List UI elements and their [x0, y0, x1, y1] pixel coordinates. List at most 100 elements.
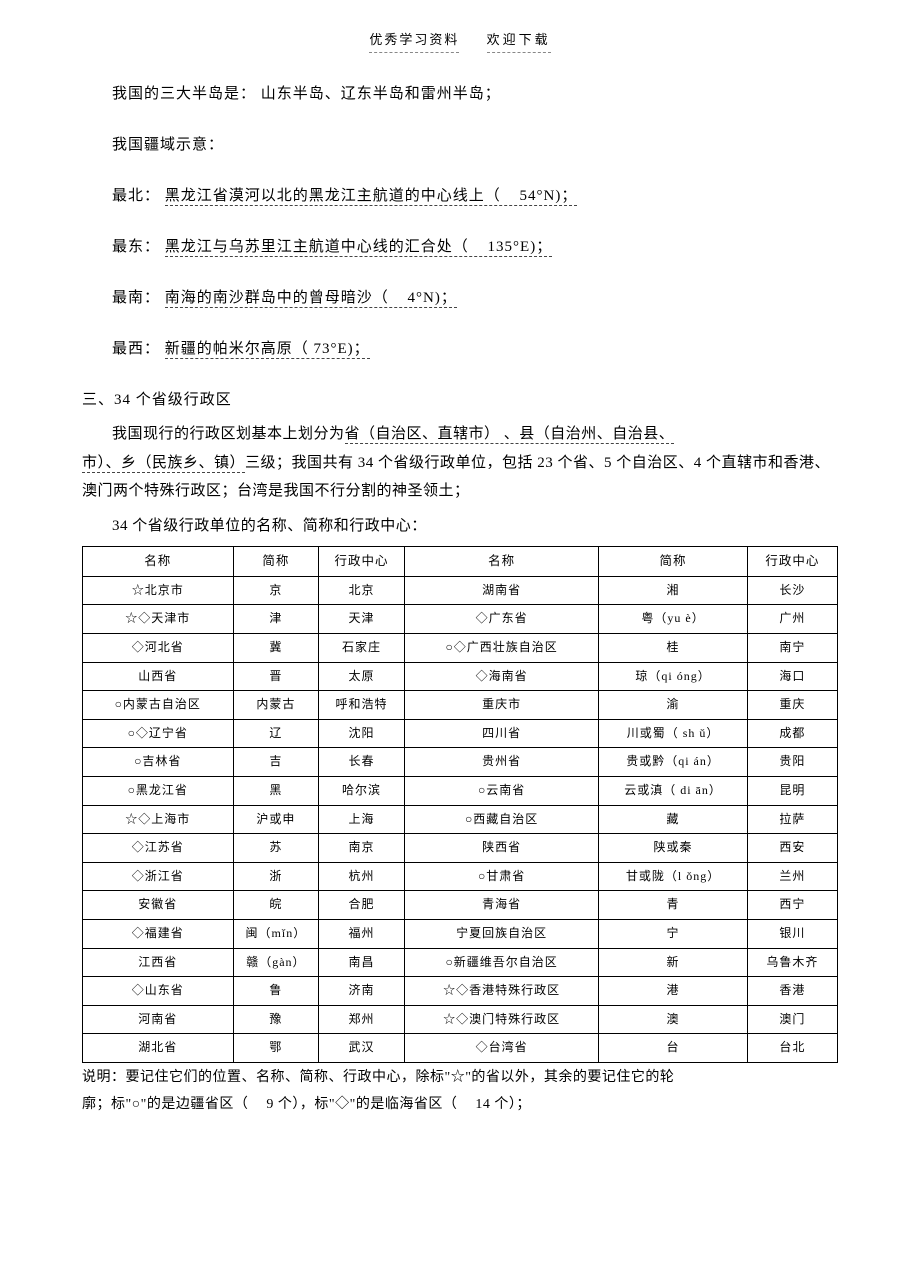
table-cell: 山西省: [83, 662, 234, 691]
table-cell: 杭州: [319, 862, 405, 891]
table-row: ○内蒙古自治区内蒙古呼和浩特重庆市渝重庆: [83, 691, 838, 720]
provinces-table: 名称 简称 行政中心 名称 简称 行政中心 ☆北京市京北京湖南省湘长沙☆◇天津市…: [82, 546, 838, 1063]
north-coord: 54°N)；: [520, 188, 578, 204]
table-cell: 云或滇（ di ān）: [599, 777, 747, 806]
table-cell: 南宁: [747, 634, 837, 663]
table-cell: 长春: [319, 748, 405, 777]
table-cell: 皖: [233, 891, 319, 920]
table-row: ○◇辽宁省辽沈阳四川省川或蜀（ sh ǔ）成都: [83, 719, 838, 748]
table-cell: 四川省: [404, 719, 599, 748]
table-cell: ◇广东省: [404, 605, 599, 634]
table-cell: 西宁: [747, 891, 837, 920]
table-cell: 青海省: [404, 891, 599, 920]
table-cell: 武汉: [319, 1034, 405, 1063]
table-cell: 贵阳: [747, 748, 837, 777]
table-cell: 青: [599, 891, 747, 920]
table-cell: 浙: [233, 862, 319, 891]
body1a: 我国现行的行政区划基本上划分为: [112, 426, 345, 442]
note-line2c: 14 个）；: [475, 1097, 531, 1112]
table-row: ○黑龙江省黑哈尔滨○云南省云或滇（ di ān）昆明: [83, 777, 838, 806]
table-row: ◇江苏省苏南京陕西省陕或秦西安: [83, 834, 838, 863]
domain-title: 我国疆域示意：: [82, 132, 838, 159]
table-cell: ○吉林省: [83, 748, 234, 777]
table-cell: 上海: [319, 805, 405, 834]
table-cell: ◇江苏省: [83, 834, 234, 863]
table-body: ☆北京市京北京湖南省湘长沙☆◇天津市津天津◇广东省粤（yu è）广州◇河北省冀石…: [83, 576, 838, 1062]
table-cell: 桂: [599, 634, 747, 663]
table-cell: 澳门: [747, 1005, 837, 1034]
table-cell: 太原: [319, 662, 405, 691]
table-row: 河南省豫郑州☆◇澳门特殊行政区澳澳门: [83, 1005, 838, 1034]
table-cell: ☆◇天津市: [83, 605, 234, 634]
table-cell: 内蒙古: [233, 691, 319, 720]
table-cell: 吉: [233, 748, 319, 777]
table-cell: 贵或黔（qi án）: [599, 748, 747, 777]
table-cell: ◇台湾省: [404, 1034, 599, 1063]
west-line: 最西： 新疆的帕米尔高原（ 73°E)；: [82, 336, 838, 363]
table-cell: 赣（gàn）: [233, 948, 319, 977]
table-cell: 合肥: [319, 891, 405, 920]
north-line: 最北： 黑龙江省漠河以北的黑龙江主航道的中心线上（ 54°N)；: [82, 183, 838, 210]
table-cell: ○内蒙古自治区: [83, 691, 234, 720]
header-left: 优秀学习资料: [369, 28, 459, 53]
th-abbr2: 简称: [599, 547, 747, 577]
table-cell: 琼（qi óng）: [599, 662, 747, 691]
table-cell: 昆明: [747, 777, 837, 806]
section3-body1: 我国现行的行政区划基本上划分为省（自治区、直辖市） 、县（自治州、自治县、 市）…: [82, 420, 838, 506]
table-cell: 成都: [747, 719, 837, 748]
table-cell: 陕或秦: [599, 834, 747, 863]
table-cell: 辽: [233, 719, 319, 748]
table-row: ◇福建省闽（mǐn）福州宁夏回族自治区宁银川: [83, 920, 838, 949]
table-cell: 长沙: [747, 576, 837, 605]
table-cell: ○甘肃省: [404, 862, 599, 891]
table-cell: 甘或陇（l ǒng）: [599, 862, 747, 891]
table-cell: 新: [599, 948, 747, 977]
east-label: 最东：: [112, 239, 160, 255]
south-text: 南海的南沙群岛中的曾母暗沙（: [165, 290, 389, 306]
body1b: 省（自治区、直辖市） 、县（自治州、自治县、: [345, 426, 675, 444]
note-line2b: 9 个），标"◇"的是临海省区（: [266, 1097, 457, 1112]
table-cell: ○新疆维吾尔自治区: [404, 948, 599, 977]
table-cell: 黑: [233, 777, 319, 806]
table-row: ☆◇上海市沪或申上海○西藏自治区藏拉萨: [83, 805, 838, 834]
table-cell: 北京: [319, 576, 405, 605]
table-cell: 澳: [599, 1005, 747, 1034]
note-block: 说明：要记住它们的位置、名称、简称、行政中心，除标"☆"的省以外，其余的要记住它…: [82, 1065, 838, 1118]
table-row: ◇山东省鲁济南☆◇香港特殊行政区港香港: [83, 977, 838, 1006]
table-cell: 鄂: [233, 1034, 319, 1063]
table-cell: 台北: [747, 1034, 837, 1063]
table-row: ◇河北省冀石家庄○◇广西壮族自治区桂南宁: [83, 634, 838, 663]
west-text: 新疆的帕米尔高原（ 73°E)；: [165, 341, 370, 359]
table-cell: 湖北省: [83, 1034, 234, 1063]
table-cell: 福州: [319, 920, 405, 949]
table-cell: ◇福建省: [83, 920, 234, 949]
table-cell: 湘: [599, 576, 747, 605]
table-cell: 陕西省: [404, 834, 599, 863]
table-cell: 海口: [747, 662, 837, 691]
table-cell: 南昌: [319, 948, 405, 977]
table-cell: ○西藏自治区: [404, 805, 599, 834]
table-cell: ☆◇香港特殊行政区: [404, 977, 599, 1006]
table-cell: 沈阳: [319, 719, 405, 748]
table-cell: 香港: [747, 977, 837, 1006]
table-cell: 济南: [319, 977, 405, 1006]
table-cell: 港: [599, 977, 747, 1006]
table-cell: ☆◇澳门特殊行政区: [404, 1005, 599, 1034]
header-right: 欢迎下载: [487, 28, 551, 53]
table-cell: 重庆市: [404, 691, 599, 720]
table-cell: 闽（mǐn）: [233, 920, 319, 949]
section3-title: 三、34 个省级行政区: [82, 387, 838, 414]
th-cap2: 行政中心: [747, 547, 837, 577]
table-cell: 乌鲁木齐: [747, 948, 837, 977]
table-cell: 宁: [599, 920, 747, 949]
table-row: 江西省赣（gàn）南昌○新疆维吾尔自治区新乌鲁木齐: [83, 948, 838, 977]
table-row: 安徽省皖合肥青海省青西宁: [83, 891, 838, 920]
east-underline: 黑龙江与乌苏里江主航道中心线的汇合处（ 135°E)；: [165, 239, 552, 257]
section3-body2: 34 个省级行政单位的名称、简称和行政中心：: [82, 512, 838, 541]
table-row: ☆◇天津市津天津◇广东省粤（yu è）广州: [83, 605, 838, 634]
table-cell: ◇浙江省: [83, 862, 234, 891]
table-cell: 安徽省: [83, 891, 234, 920]
table-cell: 渝: [599, 691, 747, 720]
table-cell: ◇山东省: [83, 977, 234, 1006]
th-abbr1: 简称: [233, 547, 319, 577]
